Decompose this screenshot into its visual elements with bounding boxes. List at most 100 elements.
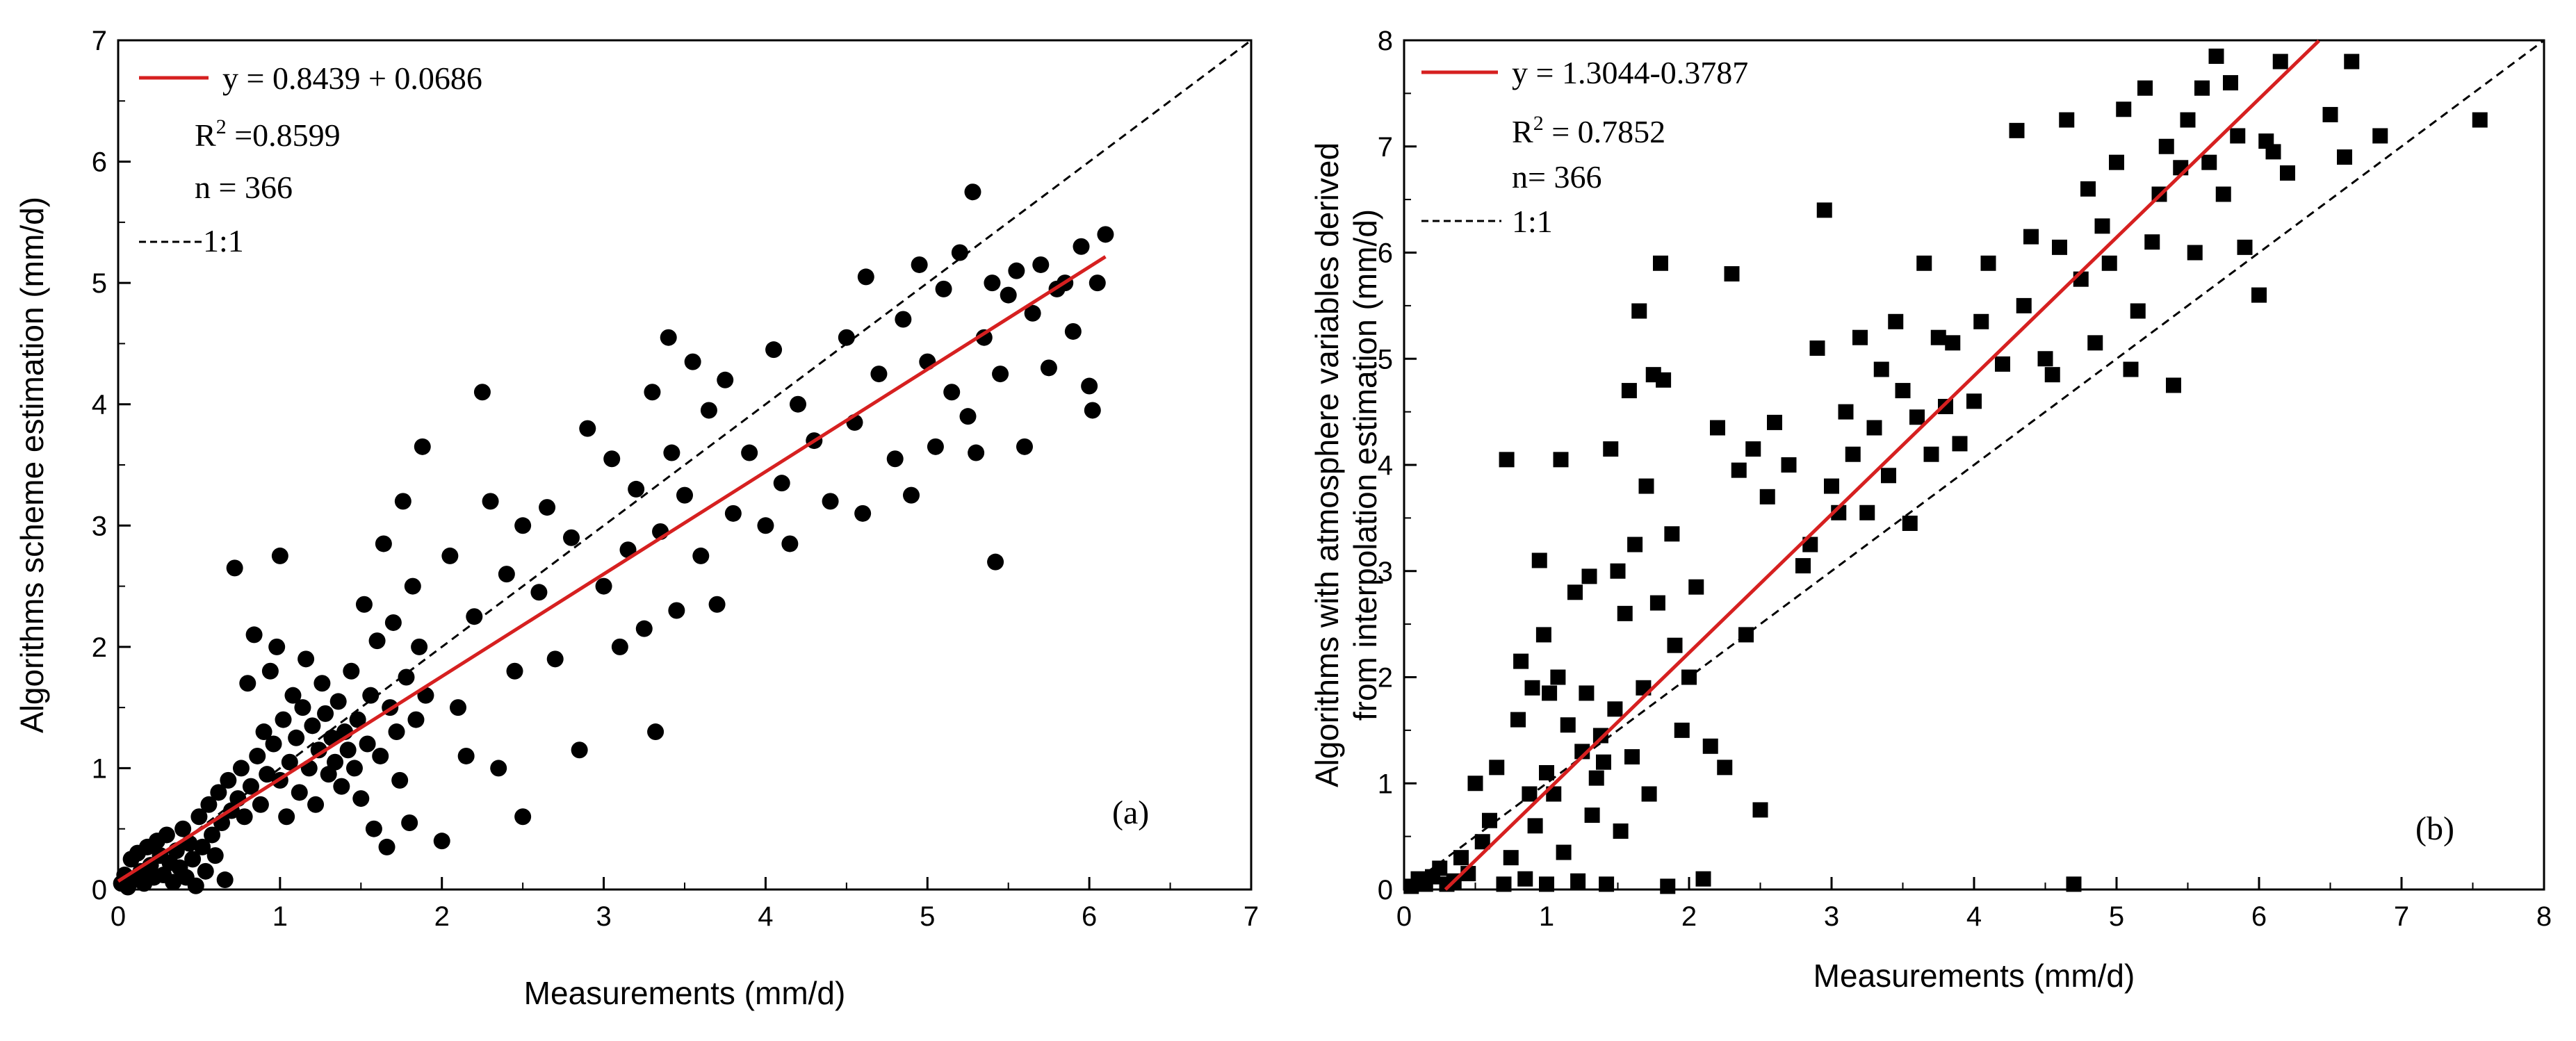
- data-point: [1064, 322, 1082, 340]
- data-point: [2052, 239, 2067, 255]
- data-point: [1008, 262, 1025, 279]
- data-point: [514, 808, 532, 826]
- data-point: [2116, 101, 2132, 117]
- data-point: [987, 553, 1004, 571]
- data-point: [1627, 536, 1643, 552]
- data-point: [870, 366, 888, 383]
- data-point: [546, 650, 564, 668]
- data-point: [339, 741, 357, 759]
- panel-a-label: (a): [1112, 794, 1149, 831]
- data-point: [1688, 579, 1704, 595]
- data-point: [2066, 876, 2082, 892]
- data-point: [394, 493, 411, 510]
- data-point: [345, 760, 363, 777]
- data-point: [2322, 106, 2338, 122]
- data-point: [1916, 255, 1932, 271]
- data-point: [1945, 335, 1961, 351]
- data-point: [284, 687, 302, 704]
- data-point: [1638, 478, 1654, 494]
- data-point: [1656, 372, 1672, 388]
- panel-b-x-tick-label: 4: [1966, 901, 1982, 932]
- data-point: [375, 535, 392, 552]
- data-point: [1610, 563, 1626, 579]
- panel-b-y-tick-label: 8: [1378, 26, 1393, 56]
- panel-a-y-tick-label: 0: [92, 875, 107, 905]
- data-point: [1624, 749, 1640, 765]
- data-point: [2272, 54, 2288, 69]
- data-point: [206, 847, 224, 864]
- data-point: [822, 493, 839, 510]
- panel-b-regression-line: [1444, 39, 2320, 891]
- data-point: [886, 450, 904, 468]
- data-point: [2194, 80, 2210, 96]
- data-point: [2180, 112, 2196, 128]
- data-point: [441, 547, 459, 564]
- data-point: [1617, 605, 1633, 621]
- data-point: [1845, 446, 1861, 462]
- data-point: [1603, 441, 1619, 457]
- panel-a-x-axis-title: Measurements (mm/d): [524, 975, 846, 1011]
- panel-b-y-tick-label: 7: [1378, 132, 1393, 163]
- data-point: [291, 784, 308, 801]
- data-point: [268, 638, 286, 655]
- data-point: [708, 596, 726, 613]
- data-point: [1966, 393, 1982, 409]
- data-point: [563, 529, 580, 546]
- data-point: [1724, 266, 1740, 282]
- data-point: [1745, 441, 1761, 457]
- data-point: [1952, 436, 1968, 452]
- data-point: [1824, 478, 1839, 494]
- panel-a-y-tick-label: 4: [92, 390, 107, 420]
- data-point: [158, 826, 175, 844]
- data-point: [466, 608, 483, 625]
- data-point: [2080, 181, 2096, 197]
- data-point: [1482, 812, 1497, 828]
- data-point: [236, 808, 253, 826]
- data-point: [220, 771, 237, 789]
- data-point: [1503, 850, 1519, 866]
- data-point: [984, 274, 1001, 292]
- data-point: [261, 662, 279, 680]
- data-point: [352, 790, 370, 808]
- data-point: [1738, 627, 1754, 643]
- data-point: [895, 311, 912, 328]
- data-point: [226, 559, 243, 577]
- data-point: [1527, 818, 1543, 834]
- panel-a-ticks: 0 1 2 3 4 5 6 7 0 1 2 3 4 5 6 7: [92, 26, 1259, 932]
- data-point: [968, 444, 985, 461]
- panel-b-legend: y = 1.3044-0.3787 R2 = 0.7852 n= 366 1:1: [1421, 55, 1748, 239]
- data-point: [216, 871, 234, 889]
- data-point: [197, 862, 214, 880]
- data-point: [2237, 239, 2253, 255]
- data-point: [297, 650, 315, 668]
- panel-a: 0 1 2 3 4 5 6 7 0 1 2 3 4 5 6 7 y = 0.8439 + 0.0686 R2 …: [14, 26, 1259, 1011]
- data-point: [1453, 850, 1469, 866]
- data-point: [1499, 452, 1515, 468]
- data-point: [307, 796, 325, 813]
- panel-a-points: [113, 183, 1114, 896]
- data-point: [1539, 764, 1554, 780]
- data-point: [647, 723, 665, 741]
- data-point: [281, 753, 298, 771]
- data-point: [473, 384, 491, 401]
- data-point: [359, 735, 376, 753]
- panel-b-y-tick-label: 0: [1378, 875, 1393, 905]
- data-point: [1902, 516, 1918, 532]
- data-point: [2123, 361, 2139, 377]
- data-point: [1097, 226, 1114, 243]
- data-point: [1489, 760, 1505, 776]
- data-point: [911, 256, 928, 273]
- data-point: [1664, 526, 1680, 542]
- panel-a-y-tick-label: 6: [92, 147, 107, 178]
- data-point: [1649, 595, 1665, 611]
- data-point: [391, 771, 409, 789]
- data-point: [255, 723, 272, 741]
- panel-a-fit-line: [117, 255, 1107, 883]
- data-point: [1024, 304, 1041, 322]
- data-point: [2166, 377, 2181, 393]
- data-point: [1510, 712, 1526, 728]
- data-point: [1866, 420, 1882, 436]
- data-point: [700, 402, 717, 419]
- data-point: [1607, 701, 1623, 717]
